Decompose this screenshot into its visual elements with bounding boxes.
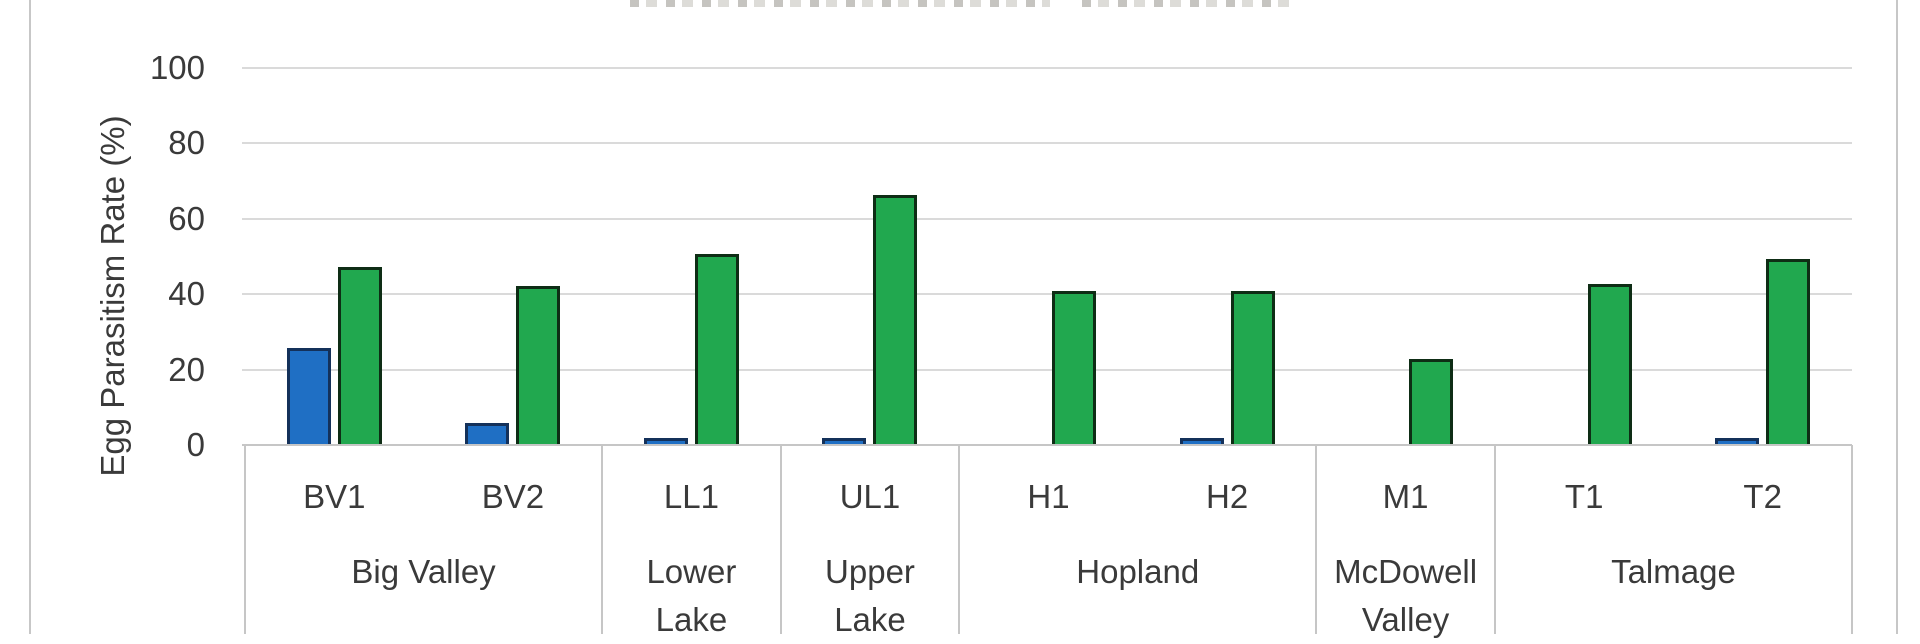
x-axis-line bbox=[242, 444, 1852, 446]
group-label: Upper Lake bbox=[825, 553, 915, 638]
green-series-bar-H2 bbox=[1230, 291, 1275, 445]
group-divider bbox=[601, 445, 604, 634]
category-box-left-border bbox=[244, 445, 246, 634]
y-tick-label: 60 bbox=[168, 199, 205, 237]
category-label-BV2: BV2 bbox=[481, 478, 545, 515]
category-label-M1: M1 bbox=[1382, 478, 1429, 515]
category-label-T1: T1 bbox=[1564, 478, 1604, 515]
gridline-60 bbox=[242, 217, 1852, 220]
category-label-UL1: UL1 bbox=[839, 478, 901, 515]
blue-series-bar-T2 bbox=[1715, 438, 1760, 445]
category-label-H1: H1 bbox=[1027, 478, 1070, 515]
green-series-bar-UL1 bbox=[873, 195, 918, 445]
y-tick-label: 100 bbox=[149, 49, 205, 86]
green-series-bar-T1 bbox=[1587, 283, 1632, 445]
group-divider bbox=[779, 445, 782, 634]
y-tick-label: 0 bbox=[186, 426, 205, 463]
category-box-right-border bbox=[1851, 445, 1853, 634]
green-series-bar-BV2 bbox=[516, 285, 561, 445]
gridline-20 bbox=[242, 368, 1852, 371]
group-label: McDowell Valley bbox=[1334, 553, 1478, 638]
category-label-LL1: LL1 bbox=[663, 478, 719, 515]
blue-series-bar-H2 bbox=[1179, 438, 1224, 445]
cropped-title-fragment bbox=[1082, 0, 1292, 7]
green-series-bar-H1 bbox=[1052, 291, 1096, 445]
group-divider bbox=[958, 445, 961, 634]
group-label: Hopland bbox=[1076, 553, 1200, 590]
green-series-bar-LL1 bbox=[694, 253, 739, 445]
gridline-80 bbox=[242, 142, 1852, 145]
green-series-bar-BV1 bbox=[337, 266, 382, 445]
y-tick-label: 20 bbox=[168, 350, 205, 388]
group-label: Big Valley bbox=[351, 553, 496, 590]
group-label: Lower Lake bbox=[646, 553, 737, 638]
blue-series-bar-UL1 bbox=[822, 438, 867, 445]
group-label: Talmage bbox=[1611, 553, 1736, 590]
gridline-40 bbox=[242, 293, 1852, 296]
blue-series-bar-LL1 bbox=[643, 438, 688, 445]
group-divider bbox=[1493, 445, 1496, 634]
group-divider bbox=[1315, 445, 1318, 634]
blue-series-bar-BV2 bbox=[465, 423, 510, 445]
green-series-bar-M1 bbox=[1409, 359, 1454, 445]
screenshot-left-border bbox=[29, 0, 31, 634]
cropped-title-fragment bbox=[630, 0, 1050, 7]
category-label-BV1: BV1 bbox=[303, 478, 366, 515]
category-label-H2: H2 bbox=[1206, 478, 1249, 515]
category-label-T2: T2 bbox=[1743, 478, 1782, 515]
green-series-bar-T2 bbox=[1766, 259, 1811, 445]
y-tick-label: 40 bbox=[168, 275, 205, 313]
blue-series-bar-BV1 bbox=[286, 347, 331, 446]
gridline-100 bbox=[242, 67, 1852, 69]
screenshot-right-border bbox=[1896, 0, 1898, 634]
y-tick-label: 80 bbox=[168, 124, 205, 162]
